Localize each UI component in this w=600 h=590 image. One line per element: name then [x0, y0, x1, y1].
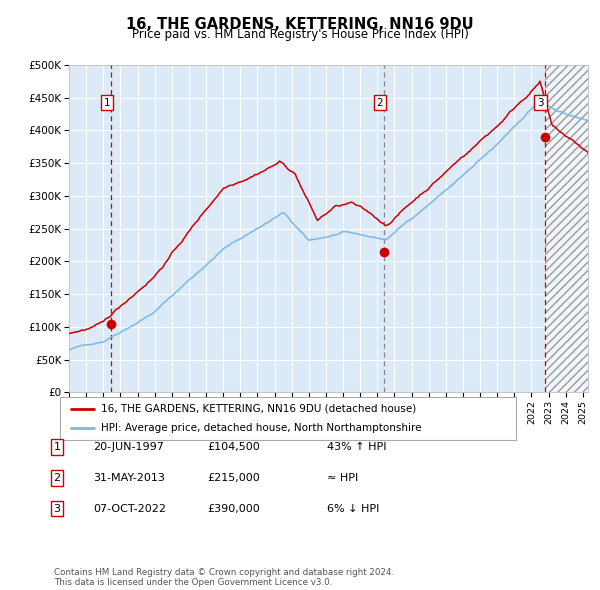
Text: 6% ↓ HPI: 6% ↓ HPI — [327, 504, 379, 513]
Text: 07-OCT-2022: 07-OCT-2022 — [93, 504, 166, 513]
Text: 2: 2 — [377, 97, 383, 107]
Text: 31-MAY-2013: 31-MAY-2013 — [93, 473, 165, 483]
Text: £390,000: £390,000 — [207, 504, 260, 513]
Text: £215,000: £215,000 — [207, 473, 260, 483]
Text: HPI: Average price, detached house, North Northamptonshire: HPI: Average price, detached house, Nort… — [101, 423, 422, 433]
Text: 43% ↑ HPI: 43% ↑ HPI — [327, 442, 386, 452]
Text: 1: 1 — [104, 97, 110, 107]
Bar — [545, 65, 588, 392]
Text: Price paid vs. HM Land Registry's House Price Index (HPI): Price paid vs. HM Land Registry's House … — [131, 28, 469, 41]
Bar — [545, 65, 588, 392]
Text: 20-JUN-1997: 20-JUN-1997 — [93, 442, 164, 452]
Text: 16, THE GARDENS, KETTERING, NN16 9DU: 16, THE GARDENS, KETTERING, NN16 9DU — [126, 17, 474, 31]
Text: 3: 3 — [53, 504, 61, 513]
Text: 1: 1 — [53, 442, 61, 452]
Text: ≈ HPI: ≈ HPI — [327, 473, 358, 483]
Text: 2: 2 — [53, 473, 61, 483]
Text: 3: 3 — [537, 97, 544, 107]
Text: 16, THE GARDENS, KETTERING, NN16 9DU (detached house): 16, THE GARDENS, KETTERING, NN16 9DU (de… — [101, 404, 416, 414]
Text: Contains HM Land Registry data © Crown copyright and database right 2024.
This d: Contains HM Land Registry data © Crown c… — [54, 568, 394, 587]
Text: £104,500: £104,500 — [207, 442, 260, 452]
